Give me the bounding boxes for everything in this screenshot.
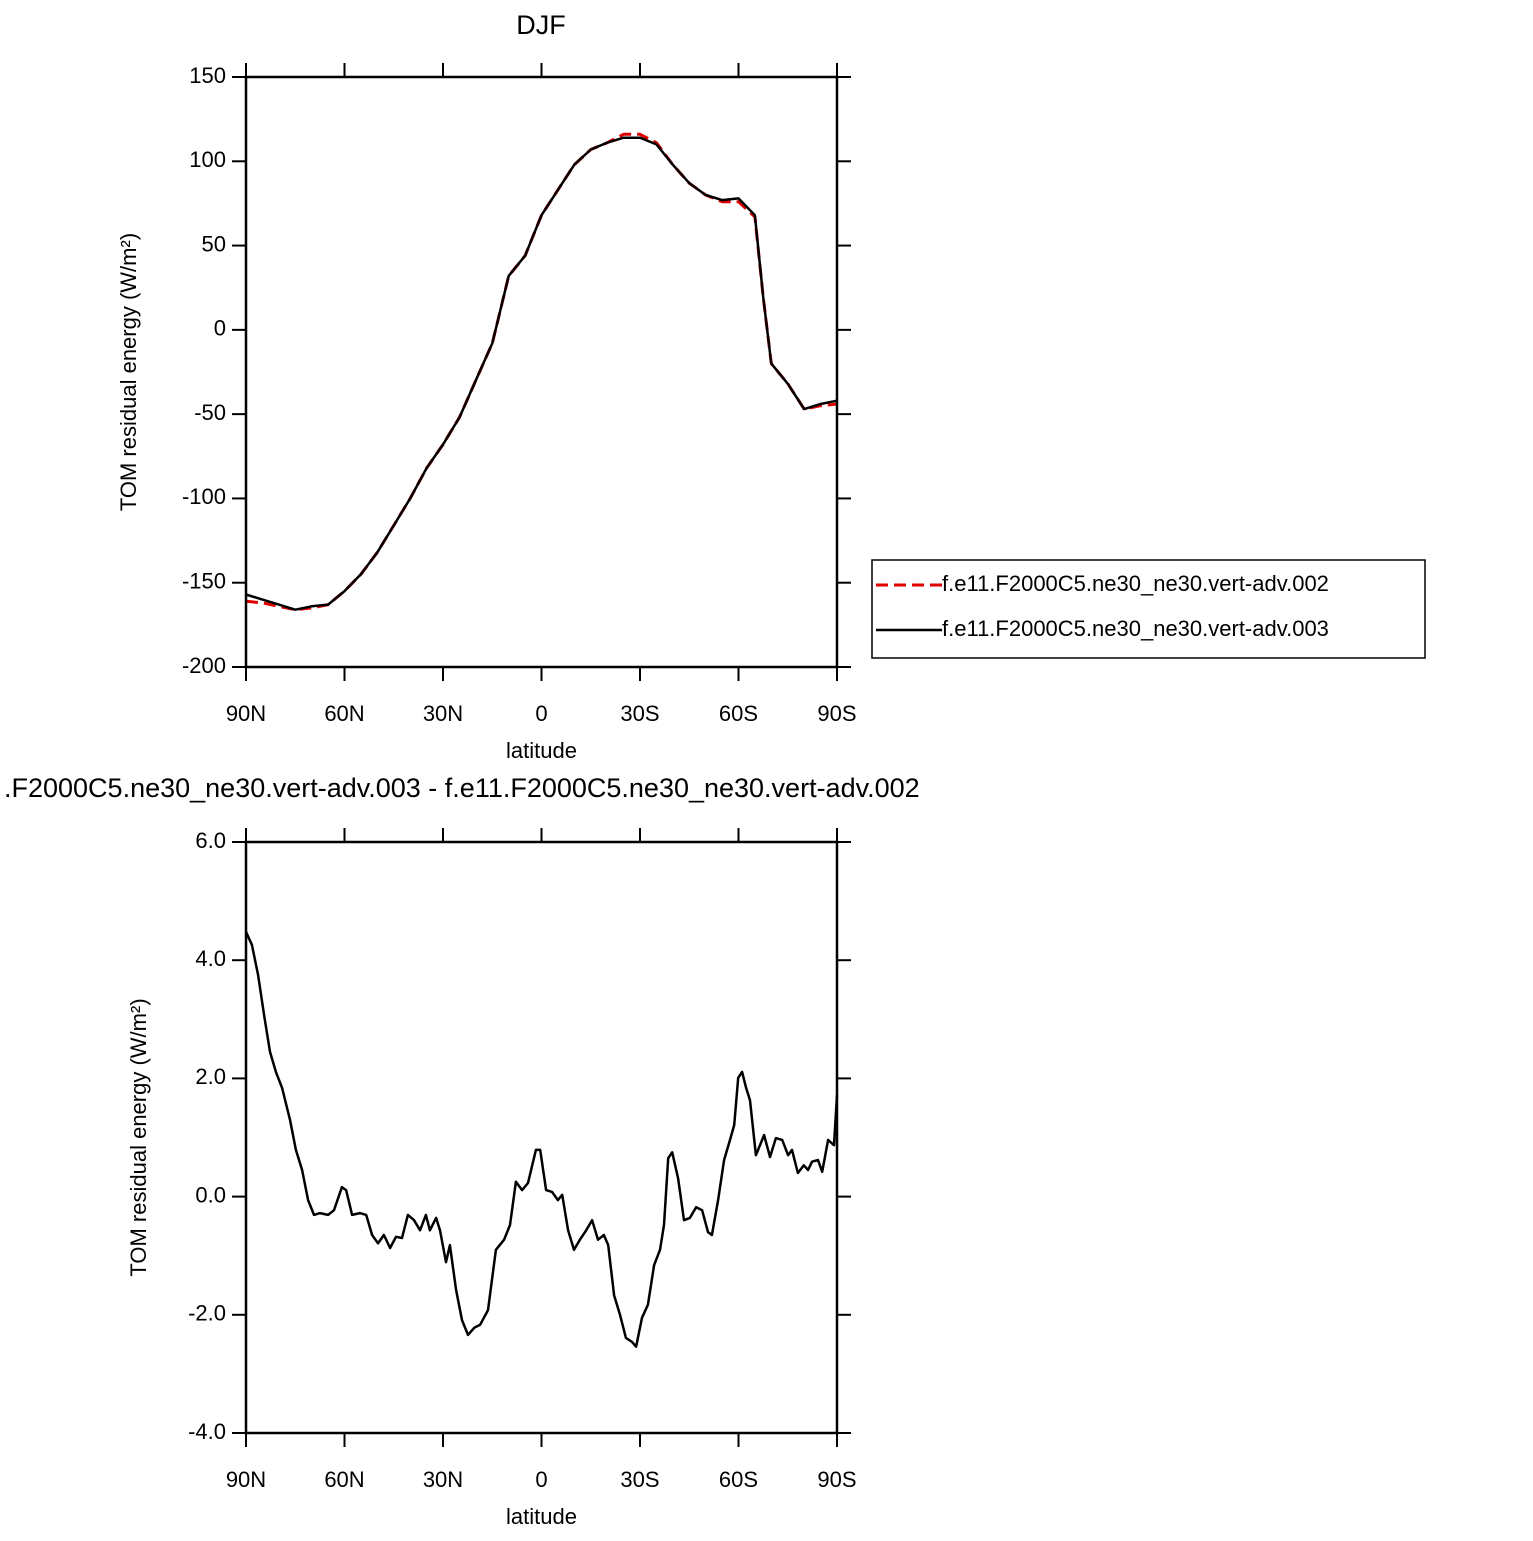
y-tick-label: 0.0 (195, 1182, 226, 1207)
y-axis-label: TOM residual energy (W/m²) (126, 998, 151, 1276)
legend-label: f.e11.F2000C5.ne30_ne30.vert-adv.003 (942, 616, 1329, 641)
y-tick-label: -2.0 (188, 1301, 226, 1326)
x-tick-label: 90N (226, 701, 266, 726)
x-tick-label: 30N (423, 1467, 463, 1492)
y-tick-label: -200 (182, 653, 226, 678)
legend-box (871, 559, 1426, 659)
y-tick-label: 4.0 (195, 946, 226, 971)
x-tick-label: 90N (226, 1467, 266, 1492)
data-line (245, 132, 838, 612)
y-tick-label: 0 (214, 316, 226, 341)
y-tick-label: 150 (189, 63, 226, 88)
data-line (245, 136, 838, 611)
x-tick-label: 0 (535, 701, 547, 726)
y-tick-label: 6.0 (195, 828, 226, 853)
y-tick-label: -4.0 (188, 1419, 226, 1444)
y-tick-label: 50 (202, 231, 226, 256)
plot-frame (244, 75, 839, 669)
x-tick-label: 60N (324, 701, 364, 726)
x-axis-label: latitude (506, 1504, 577, 1529)
x-tick-label: 30S (620, 701, 659, 726)
x-tick-label: 90S (817, 1467, 856, 1492)
y-tick-label: -150 (182, 569, 226, 594)
x-tick-label: 90S (817, 701, 856, 726)
data-line (244, 931, 839, 1348)
x-tick-label: 60S (719, 1467, 758, 1492)
chart-title: .F2000C5.ne30_ne30.vert-adv.003 - f.e11.… (4, 773, 920, 803)
plot-frame (244, 840, 839, 1435)
y-tick-label: -100 (182, 484, 226, 509)
x-tick-label: 60S (719, 701, 758, 726)
x-tick-label: 30N (423, 701, 463, 726)
y-axis-label: TOM residual energy (W/m²) (116, 233, 141, 511)
x-tick-label: 30S (620, 1467, 659, 1492)
x-axis-label: latitude (506, 738, 577, 763)
legend-label: f.e11.F2000C5.ne30_ne30.vert-adv.002 (942, 571, 1329, 596)
y-tick-label: 100 (189, 147, 226, 172)
y-tick-label: 2.0 (195, 1064, 226, 1089)
y-tick-label: -50 (194, 400, 226, 425)
x-tick-label: 60N (324, 1467, 364, 1492)
x-tick-label: 0 (535, 1467, 547, 1492)
chart-title: DJF (516, 10, 566, 40)
